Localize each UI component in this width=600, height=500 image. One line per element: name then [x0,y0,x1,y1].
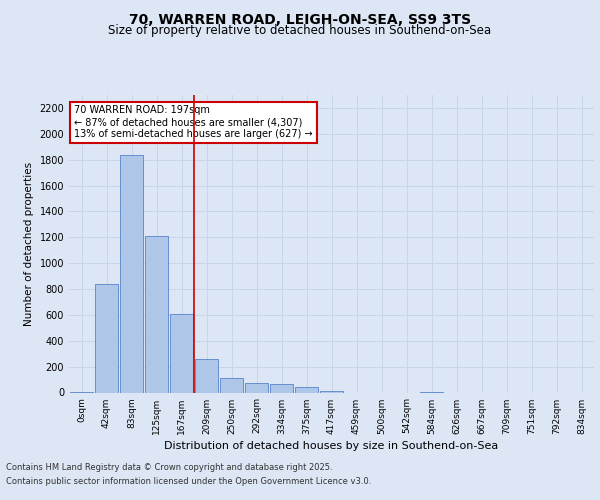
Bar [120,154,143,392]
Text: Contains public sector information licensed under the Open Government Licence v3: Contains public sector information licen… [6,477,371,486]
Text: 70, WARREN ROAD, LEIGH-ON-SEA, SS9 3TS: 70, WARREN ROAD, LEIGH-ON-SEA, SS9 3TS [129,12,471,26]
Bar [295,388,318,392]
Text: 70 WARREN ROAD: 197sqm
← 87% of detached houses are smaller (4,307)
13% of semi-: 70 WARREN ROAD: 197sqm ← 87% of detached… [74,106,313,138]
Bar [95,284,118,393]
Y-axis label: Number of detached properties: Number of detached properties [24,162,34,326]
Bar [245,383,268,392]
Bar [220,378,243,392]
Text: Size of property relative to detached houses in Southend-on-Sea: Size of property relative to detached ho… [109,24,491,37]
X-axis label: Distribution of detached houses by size in Southend-on-Sea: Distribution of detached houses by size … [164,440,499,450]
Text: Contains HM Land Registry data © Crown copyright and database right 2025.: Contains HM Land Registry data © Crown c… [6,464,332,472]
Bar [145,236,168,392]
Bar [270,384,293,392]
Bar [170,314,193,392]
Bar [195,359,218,392]
Bar [320,391,343,392]
